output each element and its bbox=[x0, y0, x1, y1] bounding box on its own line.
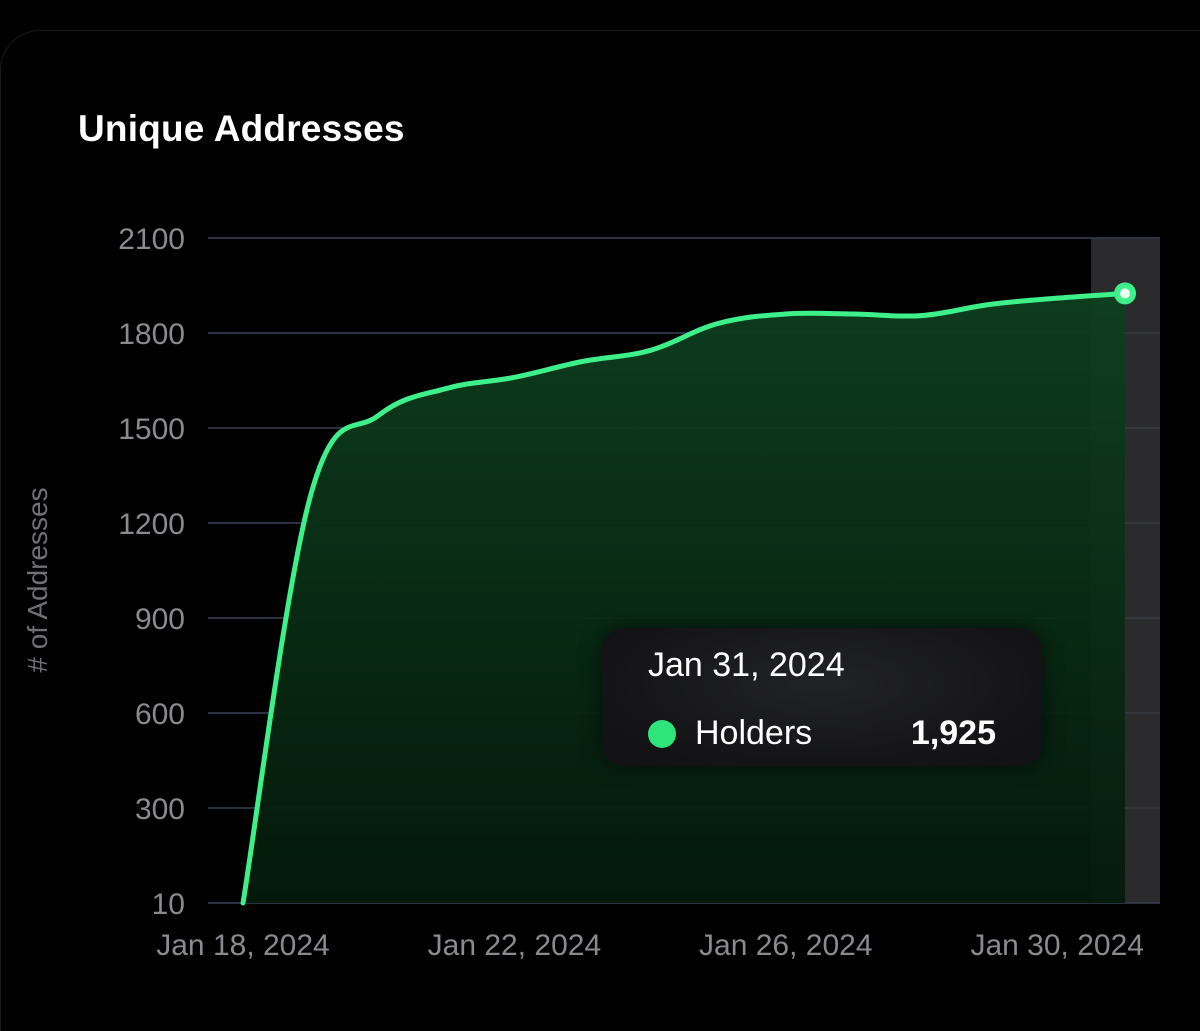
data-point-2024-01-23 bbox=[579, 359, 585, 365]
tooltip: Jan 31, 2024 Holders 1,925 bbox=[602, 628, 1042, 766]
holders-area-fill bbox=[243, 293, 1126, 904]
y-tick-label: 1200 bbox=[118, 508, 185, 541]
y-tick-label: 900 bbox=[135, 603, 185, 636]
y-tick-label: 10 bbox=[152, 888, 185, 921]
data-point-2024-01-18 bbox=[240, 900, 246, 906]
tooltip-value: 1,925 bbox=[910, 714, 996, 752]
data-point-2024-01-22 bbox=[511, 374, 517, 380]
y-tick-label: 1800 bbox=[118, 318, 185, 351]
tooltip-series-dot-icon bbox=[648, 720, 676, 748]
y-tick-label: 300 bbox=[135, 793, 185, 826]
data-point-2024-01-25 bbox=[715, 321, 721, 327]
tooltip-series-name: Holders bbox=[695, 714, 813, 752]
x-axis-ticks: Jan 18, 2024 Jan 22, 2024 Jan 26, 2024 Jan … bbox=[156, 929, 1144, 962]
data-point-2024-01-27 bbox=[851, 311, 857, 317]
x-tick-label: Jan 30, 2024 bbox=[970, 929, 1143, 962]
y-tick-label: 2100 bbox=[118, 223, 185, 256]
data-point-2024-01-21 bbox=[444, 385, 450, 391]
data-point-2024-01-30 bbox=[1054, 295, 1060, 301]
x-tick-label: Jan 22, 2024 bbox=[428, 929, 601, 962]
data-point-2024-01-29 bbox=[986, 302, 992, 308]
x-tick-label: Jan 26, 2024 bbox=[699, 929, 872, 962]
y-tick-label: 600 bbox=[135, 698, 185, 731]
data-point-2024-01-26 bbox=[783, 311, 789, 317]
y-axis-ticks: 10 300 600 900 1200 1500 1800 2100 bbox=[118, 223, 185, 921]
holders-series-line bbox=[240, 290, 1128, 906]
x-tick-label: Jan 18, 2024 bbox=[156, 929, 329, 962]
tooltip-date: Jan 31, 2024 bbox=[648, 646, 845, 684]
active-data-point-center bbox=[1120, 288, 1131, 299]
data-point-2024-01-28 bbox=[919, 313, 925, 319]
data-point-2024-01-19 bbox=[308, 492, 314, 498]
data-point-2024-01-24 bbox=[647, 347, 653, 353]
y-tick-label: 1500 bbox=[118, 413, 185, 446]
y-axis-label: # of Addresses bbox=[22, 487, 53, 673]
chart-title: Unique Addresses bbox=[78, 108, 405, 149]
data-point-2024-01-20 bbox=[376, 412, 382, 418]
